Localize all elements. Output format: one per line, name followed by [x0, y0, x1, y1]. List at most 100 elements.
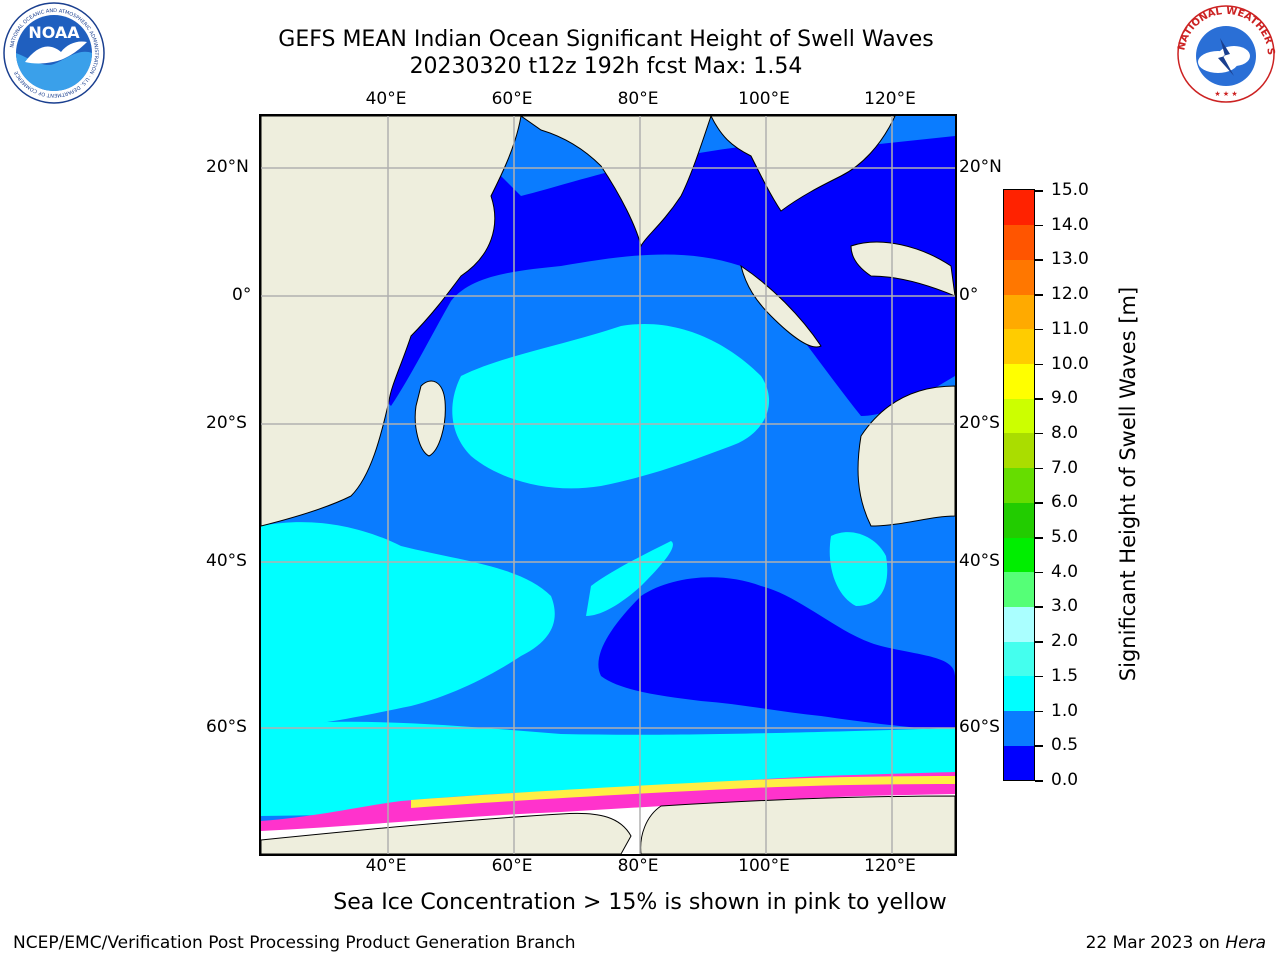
colorbar-tick — [1035, 710, 1043, 713]
colorbar-segment — [1004, 190, 1034, 226]
sea-ice-yellow — [411, 776, 955, 808]
lon-label-bottom-40e: 40°E — [365, 856, 407, 876]
mid-swell-central — [452, 324, 770, 489]
colorbar-tick-label: 13.0 — [1051, 249, 1089, 270]
lon-label-top-100e: 100°E — [738, 89, 790, 109]
antarctica-land-east — [640, 795, 955, 854]
mid-swell-east — [829, 532, 888, 606]
colorbar-tick-label: 14.0 — [1051, 214, 1089, 235]
colorbar-title-text: Significant Height of Swell Waves [m] — [1116, 286, 1140, 682]
colorbar-tick-label: 6.0 — [1051, 492, 1079, 513]
lat-label-left-20s: 20°S — [206, 413, 247, 433]
colorbar-tick — [1035, 675, 1043, 678]
colorbar-tick — [1035, 641, 1043, 643]
lon-label-bottom-60e: 60°E — [491, 856, 533, 876]
lat-label-right-0: 0° — [959, 285, 979, 305]
colorbar-tick — [1035, 190, 1043, 192]
antarctica-land-west — [261, 812, 632, 854]
colorbar-tick-label: 7.0 — [1051, 457, 1079, 478]
lon-label-top-80e: 80°E — [617, 89, 659, 109]
host-name: Hera — [1225, 933, 1266, 953]
colorbar-tick — [1035, 294, 1043, 296]
colorbar-tick — [1035, 398, 1043, 400]
nws-logo: NATIONAL WEATHER SERVICE ★ ★ ★ — [1176, 4, 1276, 103]
colorbar-tick-label: 9.0 — [1051, 388, 1079, 409]
colorbar-tick — [1035, 606, 1043, 608]
lon-label-bottom-120e: 120°E — [864, 856, 916, 876]
colorbar-tick-label: 0.0 — [1051, 770, 1079, 790]
colorbar-tick-label: 3.0 — [1051, 596, 1079, 617]
colorbar-segment — [1004, 259, 1034, 295]
noaa-logo: NOAA NATIONAL OCEANIC AND ATMOSPHERIC AD… — [3, 2, 105, 104]
run-date: 22 Mar 2023 on — [1085, 933, 1226, 953]
lon-label-top-60e: 60°E — [491, 89, 533, 109]
colorbar-segment — [1004, 328, 1034, 365]
colorbar-tick — [1035, 467, 1043, 470]
svg-text:★ ★ ★: ★ ★ ★ — [1214, 90, 1237, 98]
mid-swell-band — [586, 541, 673, 616]
colorbar-segment — [1004, 745, 1034, 781]
colorbar-title: Significant Height of Swell Waves [m] — [1115, 287, 1141, 681]
colorbar-tick-label: 1.0 — [1051, 700, 1079, 721]
graticule — [261, 116, 955, 854]
colorbar-tick — [1035, 328, 1043, 331]
colorbar-segment — [1004, 294, 1034, 330]
colorbar-segment — [1004, 432, 1034, 469]
colorbar-segment — [1004, 641, 1034, 677]
colorbar-segment — [1004, 502, 1034, 538]
sea-ice-footnote: Sea Ice Concentration > 15% is shown in … — [333, 890, 947, 915]
lon-label-bottom-100e: 100°E — [738, 856, 790, 876]
borneo-land — [850, 241, 955, 297]
colorbar-tick-label: 4.0 — [1051, 561, 1079, 582]
colorbar-tick — [1035, 745, 1043, 747]
colorbar-tick-label: 15.0 — [1051, 180, 1089, 200]
colorbar-segment — [1004, 571, 1034, 607]
colorbar-tick — [1035, 363, 1043, 366]
colorbar-tick — [1035, 780, 1043, 782]
colorbar-tick-label: 12.0 — [1051, 284, 1089, 305]
colorbar-tick — [1035, 224, 1043, 227]
colorbar-tick — [1035, 502, 1043, 504]
map-canvas — [261, 116, 955, 854]
lat-label-right-20n: 20°N — [959, 157, 1002, 177]
lat-label-left-0: 0° — [232, 285, 252, 305]
lat-label-left-40s: 40°S — [206, 551, 247, 571]
colorbar-segment — [1004, 675, 1034, 712]
colorbar-segment — [1004, 224, 1034, 260]
colorbar-tick — [1035, 537, 1043, 539]
low-swell-south — [598, 577, 955, 731]
svg-text:NOAA: NOAA — [28, 23, 80, 42]
lon-label-top-120e: 120°E — [864, 89, 916, 109]
colorbar-tick-label: 0.5 — [1051, 735, 1079, 756]
colorbar-tick — [1035, 571, 1043, 574]
colorbar-tick-label: 11.0 — [1051, 318, 1089, 339]
colorbar-segment — [1004, 467, 1034, 503]
colorbar-segment — [1004, 363, 1034, 399]
colorbar-tick — [1035, 259, 1043, 261]
colorbar-segment — [1004, 398, 1034, 434]
mid-swell-southwest — [261, 522, 555, 728]
australia-land — [857, 385, 955, 527]
map-title: GEFS MEAN Indian Ocean Significant Heigh… — [278, 27, 934, 52]
lat-label-left-20n: 20°N — [206, 157, 249, 177]
colorbar-tick — [1035, 432, 1043, 435]
map-subtitle: 20230320 t12z 192h fcst Max: 1.54 — [409, 54, 803, 79]
lat-label-right-60s: 60°S — [959, 717, 1000, 737]
colorbar — [1003, 189, 1035, 781]
colorbar-segment — [1004, 606, 1034, 642]
producer-credit: NCEP/EMC/Verification Post Processing Pr… — [13, 933, 576, 953]
colorbar-segment — [1004, 537, 1034, 573]
colorbar-tick-label: 10.0 — [1051, 353, 1089, 374]
lat-label-left-60s: 60°S — [206, 717, 247, 737]
colorbar-tick-label: 8.0 — [1051, 422, 1079, 443]
lat-label-right-20s: 20°S — [959, 413, 1000, 433]
lat-label-right-40s: 40°S — [959, 551, 1000, 571]
colorbar-tick-label: 5.0 — [1051, 527, 1079, 548]
colorbar-tick-label: 2.0 — [1051, 631, 1079, 652]
colorbar-segment — [1004, 710, 1034, 746]
run-date-credit: 22 Mar 2023 on Hera — [1086, 933, 1266, 953]
lon-label-top-40e: 40°E — [365, 89, 407, 109]
map-area — [259, 114, 957, 856]
lon-label-bottom-80e: 80°E — [617, 856, 659, 876]
madagascar-land — [414, 380, 446, 457]
